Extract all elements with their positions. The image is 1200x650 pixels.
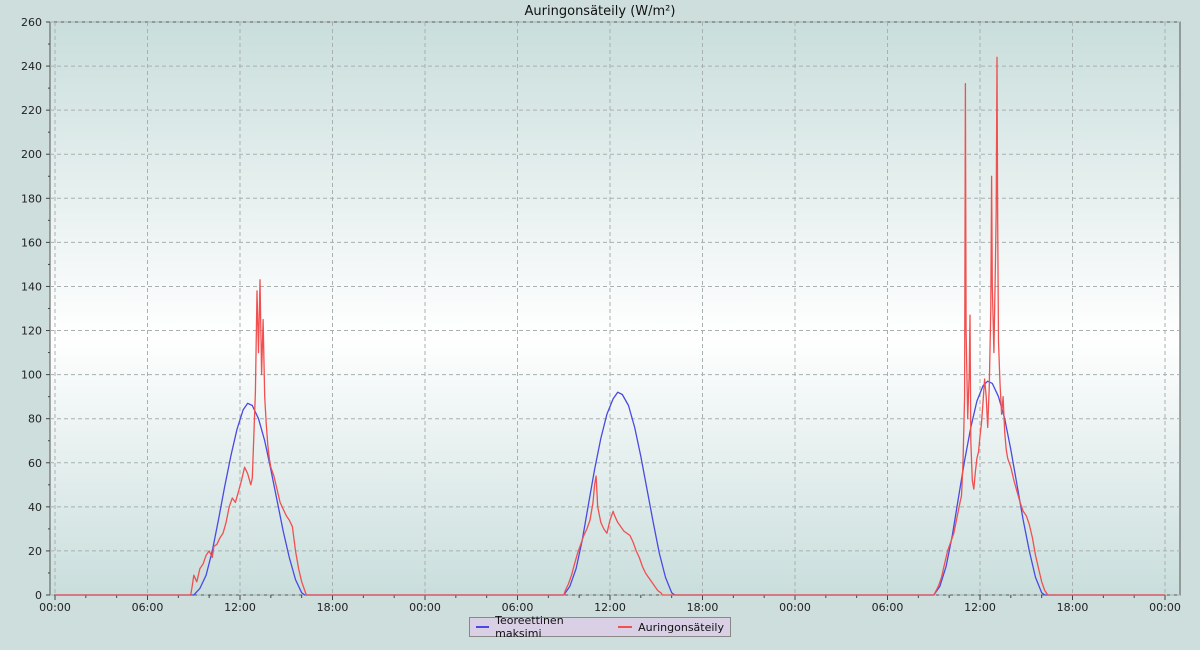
legend-label: Auringonsäteily xyxy=(638,620,724,634)
y-tick-label: 60 xyxy=(28,457,42,470)
y-tick-label: 80 xyxy=(28,413,42,426)
legend-label: Teoreettinen maksimi xyxy=(495,614,564,640)
x-tick-label: 18:00 xyxy=(317,601,349,614)
x-tick-label: 00:00 xyxy=(1149,601,1181,614)
y-tick-label: 40 xyxy=(28,501,42,514)
x-tick-label: 12:00 xyxy=(224,601,256,614)
x-tick-label: 18:00 xyxy=(1057,601,1089,614)
series-line-1 xyxy=(55,56,1165,596)
y-tick-label: 100 xyxy=(21,369,42,382)
x-tick-label: 12:00 xyxy=(594,601,626,614)
legend-entry-radiation: Auringonsäteily xyxy=(618,621,724,634)
x-tick-label: 00:00 xyxy=(779,601,811,614)
y-tick-label: 180 xyxy=(21,192,42,205)
y-tick-label: 160 xyxy=(21,236,42,249)
legend-swatch-blue xyxy=(476,626,490,628)
x-tick-label: 12:00 xyxy=(964,601,996,614)
y-tick-label: 220 xyxy=(21,104,42,117)
chart-title: Auringonsäteily (W/m²) xyxy=(525,4,676,19)
x-tick-label: 18:00 xyxy=(687,601,719,614)
y-tick-label: 120 xyxy=(21,325,42,338)
axis-ticks: 0 20 40 60 80 100 120 140 160 180 200 220 240 260 00:0… xyxy=(21,16,1181,614)
series-line-0 xyxy=(55,380,1165,596)
x-tick-label: 06:00 xyxy=(502,601,534,614)
y-tick-label: 20 xyxy=(28,545,42,558)
y-tick-label: 240 xyxy=(21,60,42,73)
x-tick-label: 00:00 xyxy=(39,601,71,614)
x-tick-label: 06:00 xyxy=(132,601,164,614)
plot-area xyxy=(49,21,1181,596)
x-tick-label: 06:00 xyxy=(872,601,904,614)
x-tick-label: 00:00 xyxy=(409,601,441,614)
y-tick-label: 260 xyxy=(21,16,42,29)
legend-swatch-red xyxy=(618,626,633,628)
series-layer xyxy=(55,56,1165,596)
y-tick-label: 200 xyxy=(21,148,42,161)
y-tick-label: 140 xyxy=(21,280,42,293)
legend: Teoreettinen maksimi Auringonsäteily xyxy=(469,614,731,640)
y-tick-label: 0 xyxy=(35,589,42,602)
legend-entry-theoretical: Teoreettinen maksimi xyxy=(476,614,606,640)
